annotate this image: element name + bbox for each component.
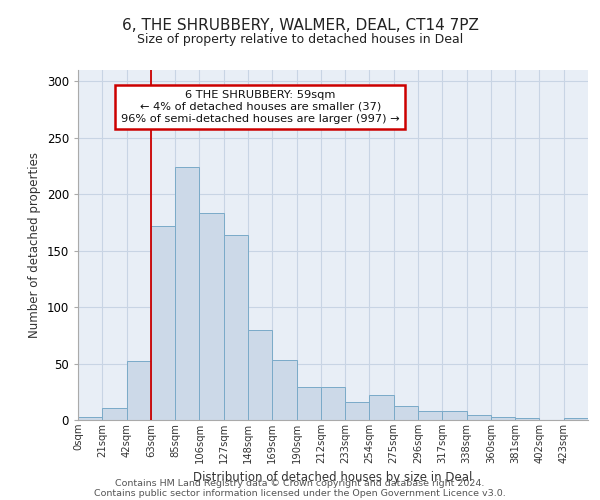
Bar	[102, 408, 127, 420]
Bar	[199, 214, 224, 420]
Bar	[442, 411, 467, 420]
Bar	[564, 418, 588, 420]
Bar	[78, 416, 102, 420]
Bar	[370, 395, 394, 420]
Bar	[175, 167, 199, 420]
Bar	[491, 416, 515, 420]
Bar	[151, 226, 175, 420]
Bar	[296, 388, 321, 420]
Text: 6 THE SHRUBBERY: 59sqm
← 4% of detached houses are smaller (37)
96% of semi-deta: 6 THE SHRUBBERY: 59sqm ← 4% of detached …	[121, 90, 400, 124]
Bar	[515, 418, 539, 420]
Text: Contains public sector information licensed under the Open Government Licence v3: Contains public sector information licen…	[94, 488, 506, 498]
Bar	[467, 416, 491, 420]
Bar	[321, 388, 345, 420]
Text: 6, THE SHRUBBERY, WALMER, DEAL, CT14 7PZ: 6, THE SHRUBBERY, WALMER, DEAL, CT14 7PZ	[122, 18, 478, 32]
Y-axis label: Number of detached properties: Number of detached properties	[28, 152, 41, 338]
Bar	[418, 411, 442, 420]
Bar	[272, 360, 296, 420]
Bar	[345, 402, 370, 420]
Bar	[394, 406, 418, 420]
X-axis label: Distribution of detached houses by size in Deal: Distribution of detached houses by size …	[193, 472, 473, 484]
Bar	[248, 330, 272, 420]
Text: Size of property relative to detached houses in Deal: Size of property relative to detached ho…	[137, 32, 463, 46]
Bar	[224, 235, 248, 420]
Text: Contains HM Land Registry data © Crown copyright and database right 2024.: Contains HM Land Registry data © Crown c…	[115, 478, 485, 488]
Bar	[127, 362, 151, 420]
